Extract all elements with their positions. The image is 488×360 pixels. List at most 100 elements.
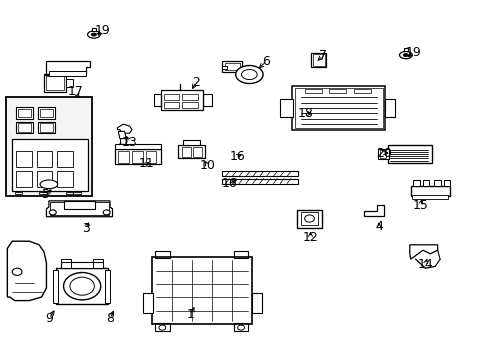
Bar [145, 151, 156, 163]
Ellipse shape [237, 325, 244, 330]
Bar [377, 149, 388, 159]
Polygon shape [118, 131, 126, 139]
Text: 10: 10 [200, 159, 215, 172]
Bar [163, 94, 179, 100]
Text: 19: 19 [95, 24, 110, 37]
Bar [222, 179, 298, 184]
Bar [297, 210, 321, 228]
Polygon shape [46, 201, 112, 217]
Text: 6: 6 [262, 55, 270, 68]
Text: 18: 18 [297, 107, 313, 120]
Bar [222, 66, 227, 69]
Text: 4: 4 [374, 220, 382, 233]
Bar [16, 107, 33, 119]
Text: 9: 9 [45, 312, 53, 325]
Text: 19: 19 [405, 46, 420, 59]
Bar [280, 99, 293, 117]
Bar [50, 202, 109, 215]
Bar [312, 54, 324, 66]
Text: 12: 12 [302, 231, 318, 244]
Polygon shape [409, 245, 437, 259]
Bar [222, 171, 298, 176]
Ellipse shape [304, 215, 314, 222]
Bar [193, 147, 202, 157]
Ellipse shape [235, 66, 263, 84]
Bar [412, 180, 419, 186]
Text: 15: 15 [412, 199, 427, 212]
Bar [16, 151, 32, 167]
Bar [16, 171, 32, 187]
Text: 1: 1 [186, 309, 194, 321]
Bar [411, 195, 447, 199]
Bar [63, 201, 95, 209]
Bar [37, 151, 52, 167]
Bar [40, 109, 53, 117]
Bar [66, 79, 73, 87]
Text: 20: 20 [375, 147, 391, 159]
Ellipse shape [70, 277, 94, 295]
Bar [56, 268, 107, 304]
Bar [40, 123, 53, 132]
Bar [151, 257, 251, 324]
Polygon shape [117, 124, 132, 133]
Bar [443, 180, 449, 186]
Bar [18, 123, 31, 132]
Bar [18, 109, 31, 117]
Bar [182, 94, 198, 100]
Text: 7: 7 [318, 49, 326, 62]
Ellipse shape [241, 69, 257, 80]
Bar [142, 293, 152, 313]
Text: 17: 17 [68, 85, 83, 98]
Bar [251, 293, 261, 313]
Bar [46, 76, 63, 90]
Bar [410, 186, 449, 196]
Text: 16: 16 [229, 150, 244, 163]
Ellipse shape [399, 51, 411, 59]
Bar [132, 151, 142, 163]
Bar [115, 149, 161, 164]
Bar [57, 171, 73, 187]
Bar [53, 270, 58, 303]
Bar [57, 151, 73, 167]
Bar [294, 88, 382, 128]
Ellipse shape [87, 31, 100, 38]
Text: 2: 2 [191, 76, 199, 89]
Bar [178, 145, 205, 158]
Bar [44, 75, 66, 92]
Bar [387, 145, 431, 163]
Bar [37, 171, 52, 187]
Bar [353, 89, 370, 93]
Bar [328, 89, 346, 93]
Text: 14: 14 [417, 258, 432, 271]
Bar [6, 97, 92, 196]
Text: 8: 8 [106, 312, 114, 325]
Ellipse shape [40, 180, 58, 189]
Bar [422, 180, 428, 186]
Text: 13: 13 [122, 136, 137, 149]
Bar [38, 122, 55, 133]
Bar [49, 71, 85, 76]
Bar [304, 89, 321, 93]
Bar [182, 147, 191, 157]
Bar [385, 99, 394, 117]
Bar [61, 262, 102, 268]
Ellipse shape [63, 273, 101, 300]
Text: 3: 3 [81, 222, 89, 235]
Bar [163, 102, 179, 108]
Bar [105, 270, 110, 303]
Text: 5: 5 [42, 188, 50, 201]
Bar [38, 107, 55, 119]
Bar [433, 180, 440, 186]
Bar [92, 28, 96, 31]
Ellipse shape [91, 33, 96, 36]
Ellipse shape [403, 54, 407, 57]
Bar [183, 140, 200, 145]
Bar [16, 122, 33, 133]
Bar [182, 102, 198, 108]
Bar [224, 63, 239, 70]
Polygon shape [7, 241, 46, 301]
Polygon shape [44, 61, 90, 76]
Ellipse shape [103, 210, 110, 215]
Bar [12, 139, 88, 191]
Text: 16: 16 [222, 177, 237, 190]
